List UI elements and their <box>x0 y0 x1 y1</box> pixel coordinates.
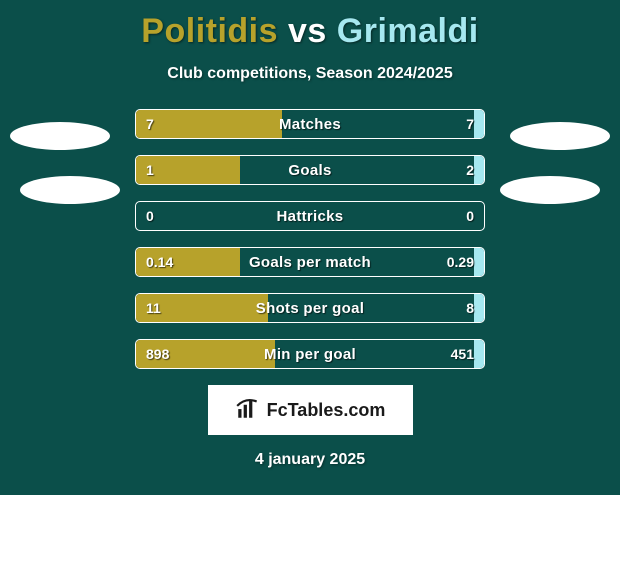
date-text: 4 january 2025 <box>0 451 620 469</box>
decorative-oval <box>500 176 600 204</box>
stat-label: Min per goal <box>136 340 484 368</box>
stat-row: 11Shots per goal8 <box>135 293 485 323</box>
stat-value-right: 2 <box>466 156 474 184</box>
page-title: Politidis vs Grimaldi <box>0 12 620 51</box>
player2-name: Grimaldi <box>337 12 479 50</box>
stat-value-right: 7 <box>466 110 474 138</box>
comparison-card: Politidis vs Grimaldi Club competitions,… <box>0 0 620 495</box>
fctables-badge[interactable]: FcTables.com <box>208 385 413 435</box>
stat-row: 0Hattricks0 <box>135 201 485 231</box>
subtitle: Club competitions, Season 2024/2025 <box>0 65 620 83</box>
stat-value-right: 0.29 <box>447 248 474 276</box>
stat-value-right: 8 <box>466 294 474 322</box>
stat-label: Goals per match <box>136 248 484 276</box>
stat-value-right: 451 <box>451 340 474 368</box>
stat-row: 1Goals2 <box>135 155 485 185</box>
decorative-oval <box>510 122 610 150</box>
stat-row: 0.14Goals per match0.29 <box>135 247 485 277</box>
stat-value-right: 0 <box>466 202 474 230</box>
player1-name: Politidis <box>141 12 278 50</box>
stat-row: 898Min per goal451 <box>135 339 485 369</box>
badge-text: FcTables.com <box>267 400 386 421</box>
page: Politidis vs Grimaldi Club competitions,… <box>0 0 620 580</box>
stats-container: 7Matches7 1Goals2 0Hattricks0 0.14Goals per… <box>135 109 485 369</box>
stat-label: Matches <box>136 110 484 138</box>
stat-label: Hattricks <box>136 202 484 230</box>
vs-text: vs <box>288 12 327 50</box>
stat-label: Goals <box>136 156 484 184</box>
decorative-oval <box>20 176 120 204</box>
decorative-oval <box>10 122 110 150</box>
stat-label: Shots per goal <box>136 294 484 322</box>
chart-icon <box>235 395 261 426</box>
stat-row: 7Matches7 <box>135 109 485 139</box>
